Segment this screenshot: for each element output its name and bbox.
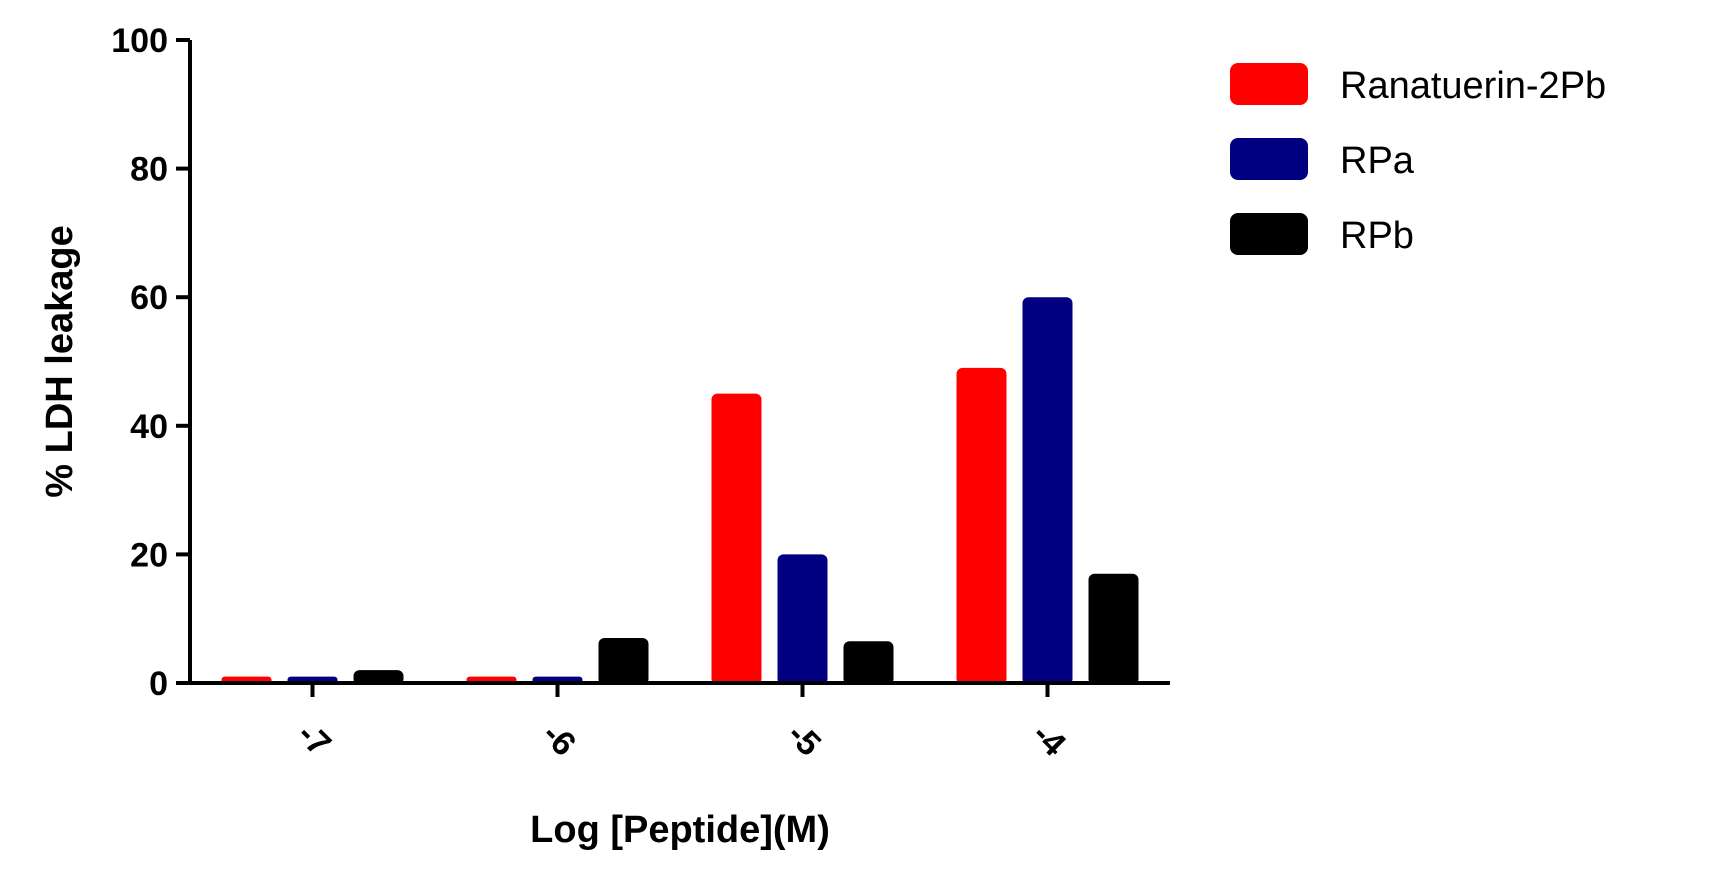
x-axis-title: Log [Peptide](M)	[530, 809, 830, 851]
y-tick-label: 0	[149, 665, 168, 703]
x-ticks: -7 -6 -5 -4	[290, 683, 1073, 764]
legend-label: Ranatuerin-2Pb	[1340, 65, 1606, 107]
y-tick-label: 100	[111, 22, 168, 60]
x-tick-label: -6	[535, 715, 583, 763]
y-tick-label: 60	[130, 279, 168, 317]
y-tick-label: 40	[130, 408, 168, 446]
bars-layer	[221, 297, 1139, 685]
bar	[956, 367, 1007, 685]
legend-swatch	[1230, 213, 1308, 255]
x-tick-label: -4	[1025, 715, 1073, 763]
y-tick-label: 80	[130, 151, 168, 189]
bar	[1022, 297, 1073, 685]
legend-swatch	[1230, 138, 1308, 180]
bar	[843, 641, 894, 685]
legend: Ranatuerin-2Pb RPa RPb	[1230, 63, 1606, 257]
legend-label: RPb	[1340, 215, 1414, 257]
y-ticks: 0 20 40 60 80 100	[111, 22, 190, 703]
axes-layer	[188, 40, 1170, 685]
legend-swatch	[1230, 63, 1308, 105]
x-tick-label: -5	[780, 715, 828, 763]
y-axis-title: % LDH leakage	[39, 225, 81, 497]
y-tick-label: 20	[130, 536, 168, 574]
bar	[711, 393, 762, 685]
x-tick-label: -7	[290, 715, 338, 763]
bar	[777, 554, 828, 685]
bar	[1088, 573, 1139, 685]
bar	[598, 637, 649, 685]
legend-label: RPa	[1340, 140, 1415, 182]
